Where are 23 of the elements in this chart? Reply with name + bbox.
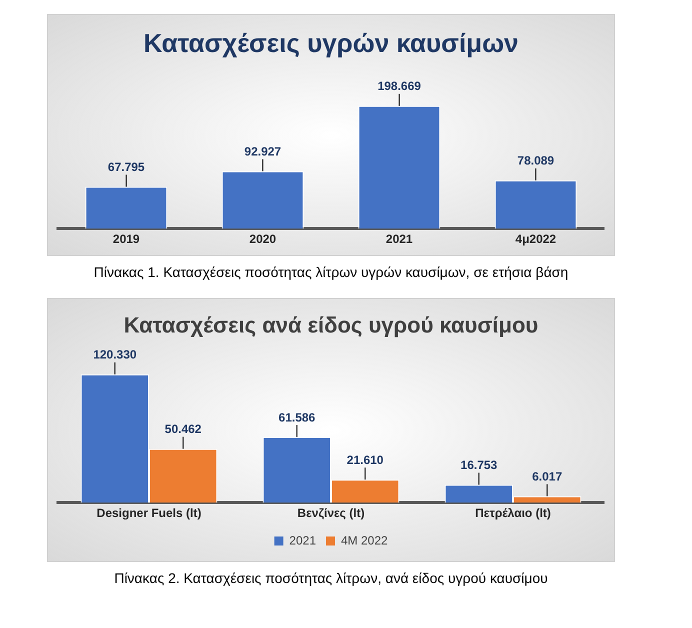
- x-tick-label: 4μ2022: [515, 232, 556, 246]
- data-label: 198.669: [378, 79, 422, 94]
- data-label: 50.462: [164, 422, 202, 436]
- data-label: 67.795: [108, 160, 145, 174]
- x-tick-label: 2019: [112, 232, 140, 246]
- chart-title: Κατασχέσεις ανά είδος υγρού καυσίμου: [124, 312, 538, 338]
- data-label: 78.089: [517, 154, 554, 168]
- data-label: 120.330: [93, 348, 137, 362]
- data-label: 21.610: [346, 452, 384, 467]
- data-label: 92.927: [244, 144, 282, 159]
- x-tick-label: Designer Fuels (lt): [96, 506, 202, 520]
- data-label: 61.586: [278, 410, 316, 424]
- x-tick-label: Βενζίνες (lt): [297, 506, 365, 520]
- x-tick-label: Πετρέλαιο (lt): [475, 506, 551, 520]
- legend-label: 2021: [289, 533, 316, 548]
- data-label: 16.753: [460, 458, 498, 472]
- x-tick-label: 2020: [249, 232, 276, 246]
- data-label: 6.017: [532, 470, 562, 484]
- text: Πίνακας 1. Κατασχέσεις ποσότητας λίτρων υγρών καυσίμων, σε ετήσια βάση: [92, 264, 570, 280]
- x-tick-label: 2021: [386, 232, 413, 246]
- text: Πίνακας 2. Κατασχέσεις ποσότητας λίτρων, ανά είδος υγρού καυσίμου: [113, 570, 549, 586]
- chart-title: Κατασχέσεις υγρών καυσίμων: [143, 28, 519, 58]
- legend-label: 4M 2022: [341, 533, 388, 548]
